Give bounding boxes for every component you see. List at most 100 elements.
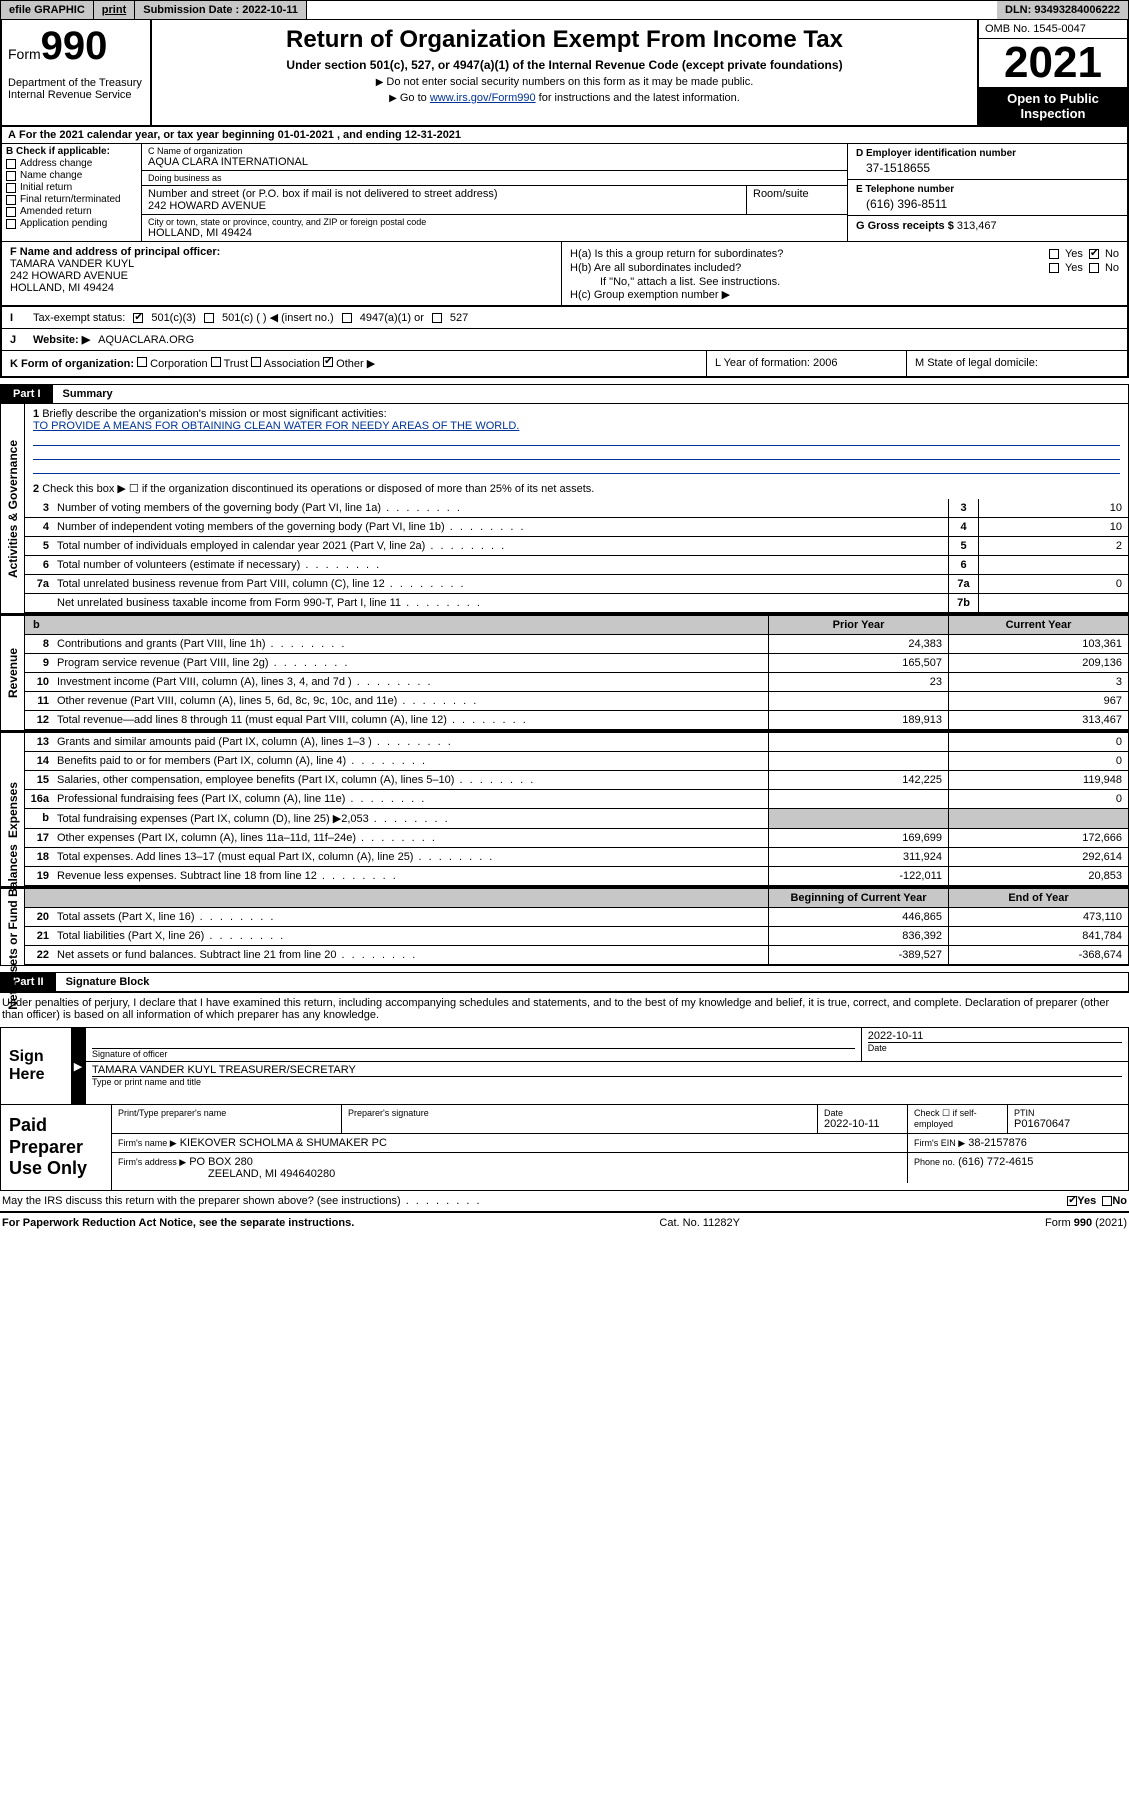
penalty-text: Under penalties of perjury, I declare th… [0,992,1129,1025]
ha-no-ck[interactable] [1089,249,1099,259]
gross-label: G Gross receipts $ [856,220,954,232]
website-value: AQUACLARA.ORG [98,334,194,346]
org-name: AQUA CLARA INTERNATIONAL [148,156,841,168]
gov-row: 5Total number of individuals employed in… [25,537,1128,556]
row-a-taxyear: A For the 2021 calendar year, or tax yea… [0,127,1129,144]
ck-corp[interactable] [137,357,147,367]
data-row: 8Contributions and grants (Part VIII, li… [25,635,1128,654]
ha-yes-ck[interactable] [1049,249,1059,259]
ck-4947[interactable] [342,313,352,323]
mission-text: TO PROVIDE A MEANS FOR OBTAINING CLEAN W… [33,420,519,432]
preparer-label: PaidPreparerUse Only [1,1105,111,1190]
city-label: City or town, state or province, country… [148,217,841,227]
sidetab-revenue: Revenue [6,648,20,698]
row-i: ITax-exempt status: 501(c)(3) 501(c) ( )… [2,307,1127,329]
year-formation: L Year of formation: 2006 [707,351,907,376]
data-row: 13Grants and similar amounts paid (Part … [25,733,1128,752]
street-label: Number and street (or P.O. box if mail i… [148,188,740,200]
data-row: 22Net assets or fund balances. Subtract … [25,946,1128,965]
sign-label: Sign Here [1,1028,71,1104]
col-prior: Prior Year [768,616,948,634]
subtitle-3: Go to www.irs.gov/Form990 for instructio… [162,92,967,104]
footer-right: Form 990 (2021) [1045,1217,1127,1229]
entity-block: B Check if applicable: Address change Na… [0,144,1129,241]
data-row: 15Salaries, other compensation, employee… [25,771,1128,790]
prep-selfemp: Check ☐ if self-employed [908,1105,1008,1133]
tel-label: E Telephone number [856,184,1119,195]
gross-value: 313,467 [957,220,997,232]
dln-label: DLN: 93493284006222 [997,1,1128,19]
part2-title: Signature Block [56,973,160,991]
dba-label: Doing business as [148,173,841,183]
officer-addr1: 242 HOWARD AVENUE [10,270,553,282]
state-domicile: M State of legal domicile: [907,351,1127,376]
ck-501c[interactable] [204,313,214,323]
sidetab-expenses: Expenses [6,781,20,837]
ck-501c3[interactable] [133,313,143,323]
discuss-yes-ck[interactable] [1067,1196,1077,1206]
part2-header: Part II Signature Block [0,972,1129,992]
ck-amended[interactable] [6,207,16,217]
ein-label: D Employer identification number [856,148,1119,159]
street-value: 242 HOWARD AVENUE [148,200,740,212]
tax-year: 2021 [979,39,1127,87]
sidetab-governance: Activities & Governance [6,439,20,577]
mission-block: 1 Briefly describe the organization's mi… [25,404,1128,478]
col-current: Current Year [948,616,1128,634]
data-row: 17Other expenses (Part IX, column (A), l… [25,829,1128,848]
gov-row: 3Number of voting members of the governi… [25,499,1128,518]
top-bar: efile GRAPHIC print Submission Date : 20… [0,0,1129,20]
sig-officer-label: Signature of officer [92,1048,855,1059]
sig-name: TAMARA VANDER KUYL TREASURER/SECRETARY [92,1064,1122,1076]
hb-yes-ck[interactable] [1049,263,1059,273]
city-value: HOLLAND, MI 49424 [148,227,841,239]
discuss-row: May the IRS discuss this return with the… [0,1191,1129,1213]
footer-mid: Cat. No. 11282Y [659,1217,740,1229]
ck-address-change[interactable] [6,159,16,169]
discuss-no-ck[interactable] [1102,1196,1112,1206]
gov-row: Net unrelated business taxable income fr… [25,594,1128,613]
hb-no-ck[interactable] [1089,263,1099,273]
ck-trust[interactable] [211,357,221,367]
prep-firm-addr: PO BOX 280 [189,1156,253,1168]
prep-phone: (616) 772-4615 [958,1156,1033,1168]
gov-row: 7aTotal unrelated business revenue from … [25,575,1128,594]
ck-name-change[interactable] [6,171,16,181]
ck-other[interactable] [323,357,333,367]
data-row: 21Total liabilities (Part X, line 26)836… [25,927,1128,946]
data-row: 12Total revenue—add lines 8 through 11 (… [25,711,1128,730]
data-row: 10Investment income (Part VIII, column (… [25,673,1128,692]
print-link[interactable]: print [94,1,135,19]
omb-number: OMB No. 1545-0047 [979,20,1127,39]
ck-initial-return[interactable] [6,183,16,193]
prep-date: 2022-10-11 [824,1118,901,1130]
col-b-checkboxes: B Check if applicable: Address change Na… [2,144,142,241]
part1-num: Part I [1,385,53,403]
efile-label: efile GRAPHIC [1,1,94,19]
dept-label: Department of the TreasuryInternal Reven… [8,77,144,101]
submission-date: Submission Date : 2022-10-11 [135,1,307,19]
col-b-label: B Check if applicable: [6,146,110,157]
subtitle-1: Under section 501(c), 527, or 4947(a)(1)… [162,58,967,72]
open-inspection: Open to Public Inspection [979,87,1127,125]
row-j: JWebsite: ▶ AQUACLARA.ORG [2,329,1127,351]
ck-527[interactable] [432,313,442,323]
part1-header: Part I Summary [0,384,1129,404]
hc-label: H(c) Group exemption number ▶ [570,288,1119,301]
col-beginning: Beginning of Current Year [768,889,948,907]
sig-date: 2022-10-11 [868,1030,1122,1042]
row-k: K Form of organization: Corporation Trus… [0,351,1129,378]
irs-link[interactable]: www.irs.gov/Form990 [430,92,536,104]
sidetab-netassets: Net Assets or Fund Balances [6,844,20,1010]
tel-value: (616) 396-8511 [856,195,1119,211]
form-number: 990 [41,24,108,68]
ck-app-pending[interactable] [6,219,16,229]
ck-assoc[interactable] [251,357,261,367]
col-end: End of Year [948,889,1128,907]
ha-label: H(a) Is this a group return for subordin… [570,248,783,260]
data-row: 14Benefits paid to or for members (Part … [25,752,1128,771]
sign-block: Sign Here ▶ Signature of officer 2022-10… [0,1027,1129,1105]
gov-row: 6Total number of volunteers (estimate if… [25,556,1128,575]
org-name-label: C Name of organization [148,146,841,156]
ck-final-return[interactable] [6,195,16,205]
